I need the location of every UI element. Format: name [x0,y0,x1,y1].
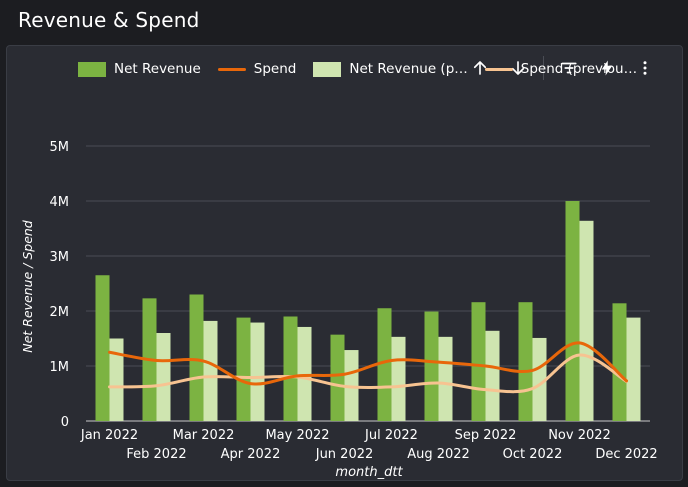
sort-descending-button[interactable] [499,54,537,82]
legend-swatch-net-revenue-previous [313,61,342,77]
toolbar-divider [543,56,544,80]
chart-card [6,45,683,481]
legend-label-net-revenue: Net Revenue [114,61,201,77]
filter-icon [561,62,577,74]
legend-swatch-spend-previous [484,67,513,71]
more-options-button[interactable] [626,54,664,82]
insights-button[interactable] [588,54,626,82]
chart-legend: Net Revenue Spend Net Revenue (p… Spend … [78,61,654,77]
legend-label-net-revenue-previous: Net Revenue (p… [349,61,468,77]
filter-button[interactable] [550,54,588,82]
legend-label-spend-previous: Spend (previou… [520,61,638,77]
legend-item-spend[interactable]: Spend [217,61,297,77]
sort-ascending-button[interactable] [461,54,499,82]
arrow-down-icon [511,61,525,75]
legend-item-net-revenue-previous[interactable]: Net Revenue (p… [313,61,468,77]
more-vert-icon [643,61,647,75]
legend-item-spend-previous[interactable]: Spend (previou… [484,61,638,77]
legend-item-net-revenue[interactable]: Net Revenue [78,61,201,77]
chart-toolbar [461,54,664,82]
bolt-icon [601,60,613,76]
legend-label-spend: Spend [253,61,297,77]
legend-swatch-spend [217,67,246,71]
legend-swatch-net-revenue [78,61,106,77]
page-title: Revenue & Spend [18,8,200,32]
arrow-up-icon [473,61,487,75]
